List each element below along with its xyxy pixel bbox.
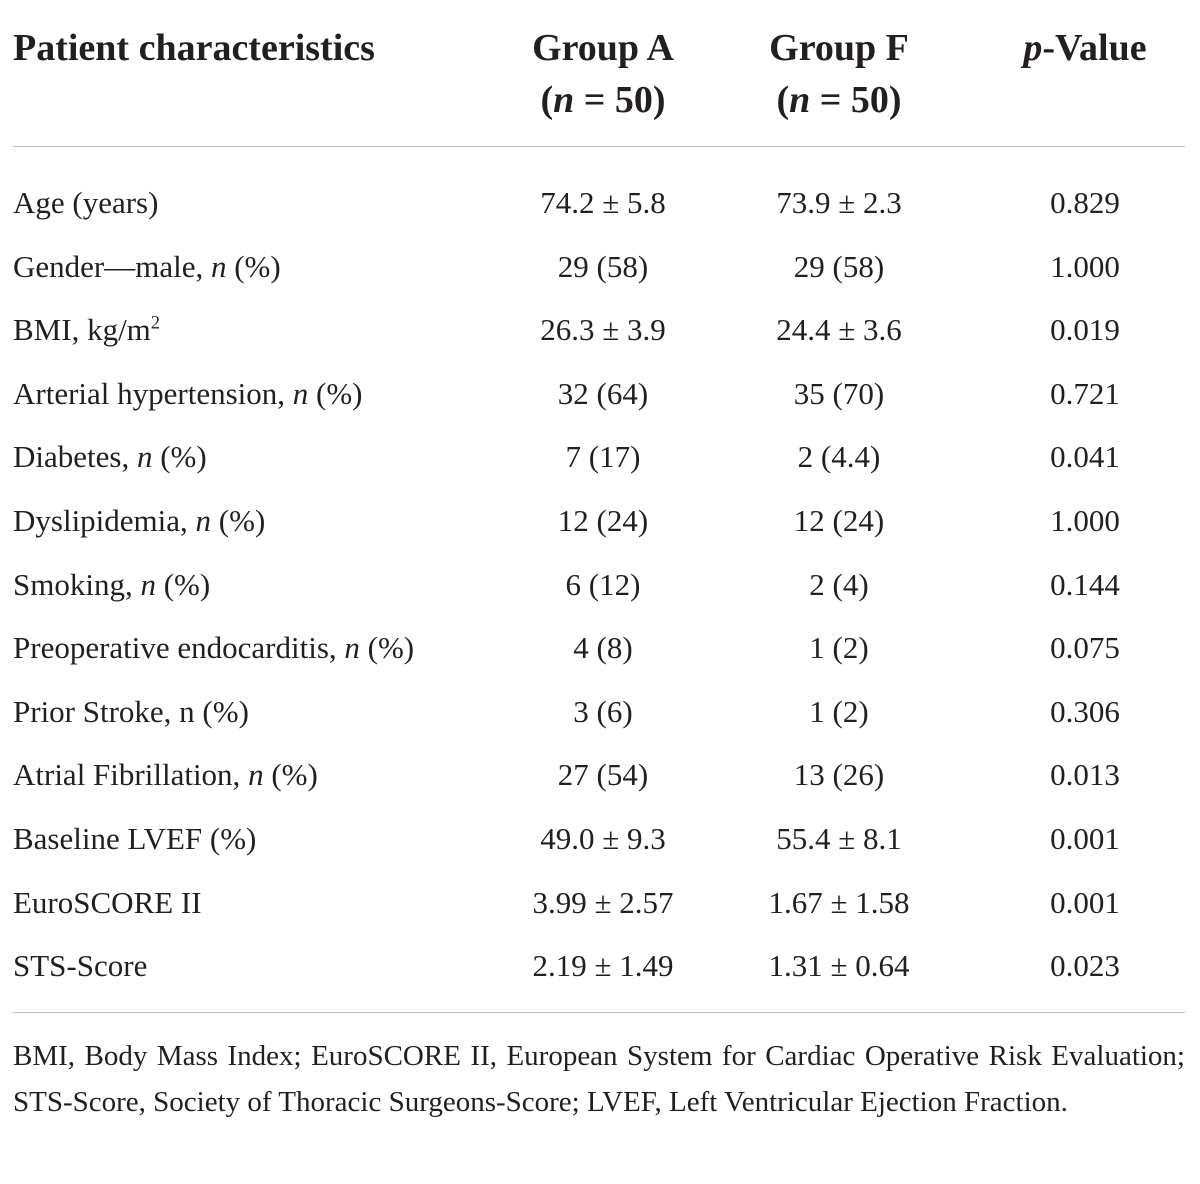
header-characteristics: Patient characteristics [13,27,375,69]
row-label: Preoperative endocarditis, n (%) [13,630,415,666]
row-group-a-value: 12 (24) [557,502,649,538]
row-group-f-value: 13 (26) [793,757,885,793]
table-row: Diabetes, n (%) 7 (17) 2 (4.4) 0.041 [13,425,1185,489]
table-row: Prior Stroke, n (%) 3 (6) 1 (2) 0.306 [13,680,1185,744]
table-row: BMI, kg/m2 26.3 ± 3.9 24.4 ± 3.6 0.019 [13,298,1185,362]
header-group-f: Group F (n = 50) [713,22,965,146]
header-p-value: p-Value [1023,27,1147,69]
table-row: Baseline LVEF (%) 49.0 ± 9.3 55.4 ± 8.1 … [13,807,1185,871]
header-group-f-title: Group F [769,27,909,69]
row-group-a-value: 6 (12) [565,566,641,602]
row-group-f-value: 29 (58) [793,248,885,284]
row-group-a-value: 29 (58) [557,248,649,284]
row-group-a-value: 3 (6) [573,693,633,729]
row-p-value: 1.000 [1050,502,1120,538]
row-p-value: 1.000 [1050,248,1120,284]
row-p-value: 0.075 [1050,630,1120,666]
row-p-value: 0.306 [1050,693,1120,729]
row-group-f-value: 2 (4) [809,566,869,602]
row-p-value: 0.001 [1050,820,1120,856]
row-group-a-value: 7 (17) [565,439,641,475]
row-label: Atrial Fibrillation, n (%) [13,757,318,793]
row-group-a-value: 3.99 ± 2.57 [532,884,674,920]
row-p-value: 0.013 [1050,757,1120,793]
table-body: Age (years) 74.2 ± 5.8 73.9 ± 2.3 0.829 … [13,147,1185,1012]
row-p-value: 0.019 [1050,312,1120,348]
row-group-f-value: 1 (2) [809,630,869,666]
row-group-f-value: 73.9 ± 2.3 [776,185,902,220]
row-label: Smoking, n (%) [13,566,211,602]
header-group-f-n: (n = 50) [776,79,902,121]
table-row: Atrial Fibrillation, n (%) 27 (54) 13 (2… [13,743,1185,807]
row-group-f-value: 12 (24) [793,502,885,538]
table-footnote: BMI, Body Mass Index; EuroSCORE II, Euro… [13,1039,1185,1118]
row-p-value: 0.721 [1050,375,1120,411]
row-label: STS-Score [13,948,148,984]
table-header: Patient characteristics Group A (n = 50)… [13,22,1185,146]
footer-divider [13,1011,1185,1013]
row-label: BMI, kg/m2 [13,312,161,348]
header-divider [13,146,1185,147]
row-label: Gender—male, n (%) [13,248,281,284]
row-group-a-value: 2.19 ± 1.49 [532,948,674,984]
table-row: Dyslipidemia, n (%) 12 (24) 12 (24) 1.00… [13,489,1185,553]
row-p-value: 0.144 [1050,566,1120,602]
row-group-a-value: 26.3 ± 3.9 [540,312,666,348]
row-group-a-value: 4 (8) [573,630,633,666]
row-group-f-value: 35 (70) [793,375,885,411]
table-row: Smoking, n (%) 6 (12) 2 (4) 0.144 [13,553,1185,617]
row-label: Prior Stroke, n (%) [13,693,249,729]
row-group-f-value: 1.31 ± 0.64 [768,948,910,984]
row-group-a-value: 49.0 ± 9.3 [540,820,666,856]
row-label: Baseline LVEF (%) [13,820,257,856]
header-group-a-n: (n = 50) [540,79,666,121]
row-group-a-value: 74.2 ± 5.8 [540,185,666,220]
characteristics-table: Patient characteristics Group A (n = 50)… [13,22,1185,1125]
header-group-a-title: Group A [532,27,674,69]
row-p-value: 0.023 [1050,948,1120,984]
table-row: EuroSCORE II 3.99 ± 2.57 1.67 ± 1.58 0.0… [13,871,1185,935]
row-p-value: 0.829 [1050,185,1120,220]
row-label: Dyslipidemia, n (%) [13,502,266,538]
row-group-a-value: 27 (54) [557,757,649,793]
table-row: Preoperative endocarditis, n (%) 4 (8) 1… [13,616,1185,680]
row-label: Arterial hypertension, n (%) [13,375,363,411]
table-row: Age (years) 74.2 ± 5.8 73.9 ± 2.3 0.829 [13,171,1185,235]
row-group-f-value: 55.4 ± 8.1 [776,820,902,856]
table-row: Gender—male, n (%) 29 (58) 29 (58) 1.000 [13,235,1185,299]
row-p-value: 0.001 [1050,884,1120,920]
row-group-f-value: 24.4 ± 3.6 [776,312,902,348]
row-group-f-value: 1 (2) [809,693,869,729]
header-group-a: Group A (n = 50) [493,22,713,146]
table-row: STS-Score 2.19 ± 1.49 1.31 ± 0.64 0.023 [13,934,1185,998]
row-label: EuroSCORE II [13,884,202,920]
row-group-a-value: 32 (64) [557,375,649,411]
row-group-f-value: 2 (4.4) [797,439,881,475]
row-label: Diabetes, n (%) [13,439,207,475]
table-row: Arterial hypertension, n (%) 32 (64) 35 … [13,362,1185,426]
row-group-f-value: 1.67 ± 1.58 [768,884,910,920]
row-p-value: 0.041 [1050,439,1120,475]
row-label: Age (years) [13,185,159,220]
